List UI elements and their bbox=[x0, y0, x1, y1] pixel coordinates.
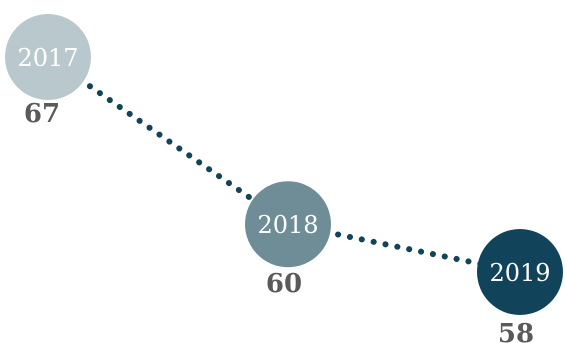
circle-2018 bbox=[245, 181, 331, 268]
connector-2017-2018 bbox=[76, 76, 260, 205]
circle-2019 bbox=[477, 229, 563, 315]
value-label-2019: 58 bbox=[498, 319, 534, 343]
circle-2017 bbox=[5, 14, 91, 100]
year-label-2019: 2019 bbox=[489, 259, 550, 287]
connector-lines bbox=[76, 76, 485, 268]
year-label-2018: 2018 bbox=[257, 211, 318, 239]
value-label-2017: 67 bbox=[24, 99, 60, 129]
year-label-2017: 2017 bbox=[17, 44, 78, 72]
year-circles: 2017 67 2018 60 2019 58 bbox=[5, 14, 563, 343]
connector-2018-2019 bbox=[323, 229, 485, 268]
value-label-2018: 60 bbox=[266, 269, 302, 299]
